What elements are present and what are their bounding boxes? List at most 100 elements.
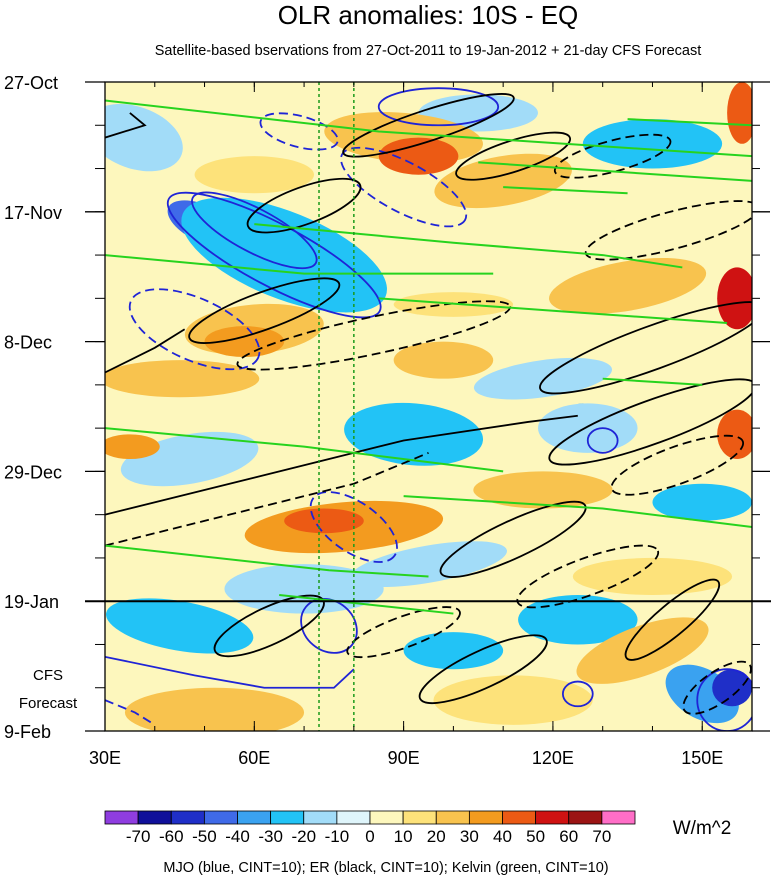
colorbar-swatch <box>369 810 404 825</box>
olr-anomaly-blob <box>106 598 254 654</box>
mjo-contour <box>309 491 398 563</box>
mjo-contour <box>128 288 261 371</box>
y-tick-label: 27-Oct <box>4 73 58 93</box>
y-tick-label: 8-Dec <box>4 333 52 353</box>
colorbar-swatch <box>336 810 371 825</box>
olr-anomaly-blob <box>576 617 709 684</box>
mjo-contour <box>586 427 619 454</box>
plot-frame <box>104 81 753 732</box>
colorbar-swatch <box>137 810 172 825</box>
colorbar-label: -30 <box>258 827 283 846</box>
olr-anomaly-blob <box>181 197 387 313</box>
kelvin-contour <box>503 186 628 195</box>
chart-subtitle: Satellite-based bservations from 27-Oct-… <box>155 43 702 59</box>
olr-anomaly-blob <box>350 541 507 588</box>
olr-anomaly-blob <box>194 156 315 194</box>
forecast-label-line1: CFS <box>33 667 63 684</box>
olr-anomaly-blob <box>433 675 593 725</box>
mjo-contour <box>259 112 339 151</box>
er-contour <box>418 634 548 704</box>
colorbar-label: 20 <box>427 827 446 846</box>
er-contour <box>610 434 745 496</box>
olr-anomaly-blob <box>378 137 459 175</box>
olr-anomaly-blob <box>717 267 752 330</box>
colorbar-swatch <box>203 810 238 825</box>
mjo-contour <box>340 146 468 228</box>
y-tick-label: 17-Nov <box>4 203 62 223</box>
colorbar-swatch <box>270 810 305 825</box>
er-contour <box>439 500 587 578</box>
olr-anomaly-blob <box>284 508 364 534</box>
er-contour <box>105 414 578 516</box>
colorbar-swatch <box>104 810 139 825</box>
er-contour <box>455 131 572 181</box>
olr-anomaly-blob <box>537 403 638 453</box>
plot-area <box>85 81 771 732</box>
kelvin-contour <box>105 99 752 158</box>
olr-anomaly-blob <box>105 103 183 172</box>
colorbar-label: 50 <box>526 827 545 846</box>
er-contour <box>105 112 147 139</box>
chart-title: OLR anomalies: 10S - EQ <box>278 0 579 30</box>
mjo-contour <box>105 655 355 689</box>
kelvin-contour <box>279 594 454 615</box>
colorbar: -70 -60 -50 -40 -30 -20 -10 0 10 20 30 40 50 60 70 <box>104 810 636 846</box>
er-contour <box>346 606 461 659</box>
footnote: MJO (blue, CINT=10); ER (black, CINT=10)… <box>163 860 608 876</box>
mjo-contour <box>561 680 594 708</box>
olr-anomaly-blob <box>473 357 613 400</box>
olr-anomaly-blob <box>393 341 494 379</box>
colorbar-label: 0 <box>365 827 374 846</box>
x-tick-label: 60E <box>238 748 270 768</box>
olr-anomaly-blob <box>582 119 723 169</box>
colorbar-label: -10 <box>325 827 350 846</box>
er-contour <box>105 328 186 374</box>
colorbar-label: 70 <box>592 827 611 846</box>
colorbar-swatch <box>468 810 503 825</box>
er-contour <box>624 578 721 661</box>
colorbar-label: -20 <box>291 827 316 846</box>
olr-anomaly-blob <box>652 483 752 521</box>
mjo-contour <box>105 699 156 726</box>
kelvin-contour <box>105 427 504 473</box>
colorbar-label: 30 <box>460 827 479 846</box>
colorbar-label: -70 <box>126 827 151 846</box>
x-tick-label: 90E <box>388 748 420 768</box>
olr-anomaly-blob <box>727 82 752 144</box>
kelvin-contour <box>105 254 494 275</box>
y-tick-label: 19-Jan <box>4 592 59 612</box>
er-contour <box>539 301 752 395</box>
colorbar-swatch <box>601 810 636 825</box>
kelvin-contour <box>403 495 752 529</box>
colorbar-label: -60 <box>159 827 184 846</box>
olr-anomaly-blob <box>105 360 260 398</box>
er-contour <box>548 378 752 466</box>
mjo-contour <box>300 598 358 654</box>
olr-anomaly-blob <box>717 409 752 460</box>
colorbar-swatch <box>402 810 437 825</box>
olr-anomaly-blob <box>473 471 613 509</box>
olr-anomaly-blob <box>204 326 285 358</box>
y-tick-label: 9-Feb <box>4 722 51 742</box>
x-tick-label: 120E <box>532 748 574 768</box>
forecast-label-line2: Forecast <box>19 695 78 712</box>
axes: 30E 60E 90E 120E 150E 27-Oct 17-Nov 8-Dec 29-Dec… <box>4 73 770 768</box>
kelvin-contour <box>378 297 728 325</box>
wave-contours <box>105 87 752 731</box>
colorbar-label: 40 <box>493 827 512 846</box>
olr-anomaly-blob <box>124 687 305 731</box>
kelvin-contour <box>478 161 752 182</box>
reference-lines <box>85 82 771 731</box>
er-contour <box>246 177 362 234</box>
colorbar-swatch <box>502 810 537 825</box>
colorbar-swatch <box>170 810 205 825</box>
er-contour <box>682 660 752 715</box>
colorbar-swatch <box>568 810 603 825</box>
olr-anomaly-blob <box>712 669 752 707</box>
er-contour <box>342 93 515 158</box>
olr-anomaly-blob <box>518 595 638 645</box>
kelvin-contour <box>627 118 752 127</box>
colorbar-swatch <box>435 810 470 825</box>
olr-anomaly-blob <box>549 257 707 314</box>
olr-anomaly-blob <box>344 402 484 466</box>
